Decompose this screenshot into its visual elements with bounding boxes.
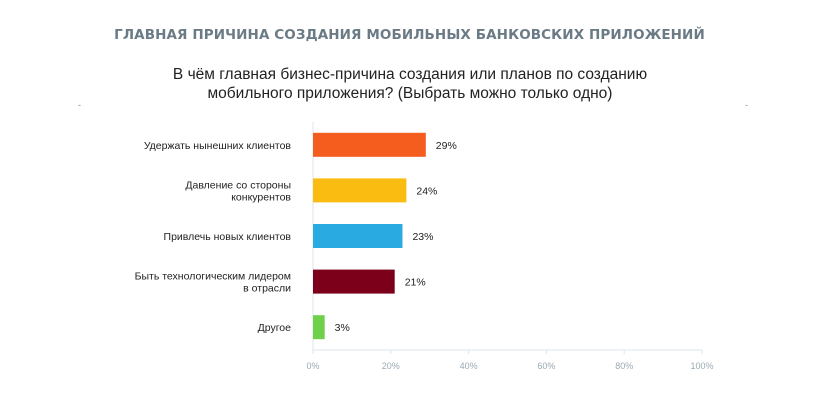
category-label-line: конкурентов [231,191,291,203]
category-label: Давление со стороны конкурентов [185,179,291,203]
bar [313,132,426,157]
value-label: 23% [412,231,433,243]
category-label: Удержать нынешних клиентов [144,140,292,152]
category-label: Быть технологическим лидером в отрасли [135,271,292,295]
value-label: 29% [436,140,457,152]
corner-mark-left: - [78,100,81,110]
value-label: 24% [416,185,437,197]
x-tick-label: 80% [615,361,633,371]
bars-group: 29% Удержать нынешних клиентов 24% Давление… [135,122,714,371]
category-label: Другое [258,322,292,334]
subtitle-line-2: мобильного приложения? (Выбрать можно то… [207,85,613,102]
category-label-line: Удержать нынешних клиентов [144,140,292,152]
corner-mark-right: - [745,100,748,110]
x-tick-label: 60% [537,361,555,371]
value-label: 3% [335,322,350,334]
category-label-line: Другое [258,322,292,334]
category-label: Привлечь новых клиентов [164,231,292,243]
bar [313,178,407,203]
chart-title: ГЛАВНАЯ ПРИЧИНА СОЗДАНИЯ МОБИЛЬНЫХ БАНКО… [114,27,705,43]
value-label: 21% [405,277,426,289]
x-tick-label: 40% [460,361,478,371]
category-label-line: Давление со стороны [185,179,291,191]
bar [313,315,325,340]
category-label-line: Привлечь новых клиентов [164,231,292,243]
subtitle-line-1: В чём главная бизнес-причина создания ил… [172,66,648,83]
x-tick-label: 100% [690,361,713,371]
x-tick-label: 0% [306,361,319,371]
category-label-line: в отрасли [243,283,291,295]
x-tick-label: 20% [382,361,400,371]
bar [313,224,403,248]
bar [313,269,395,294]
category-label-line: Быть технологическим лидером [135,271,291,283]
chart-subtitle: В чём главная бизнес-причина создания ил… [160,65,660,103]
